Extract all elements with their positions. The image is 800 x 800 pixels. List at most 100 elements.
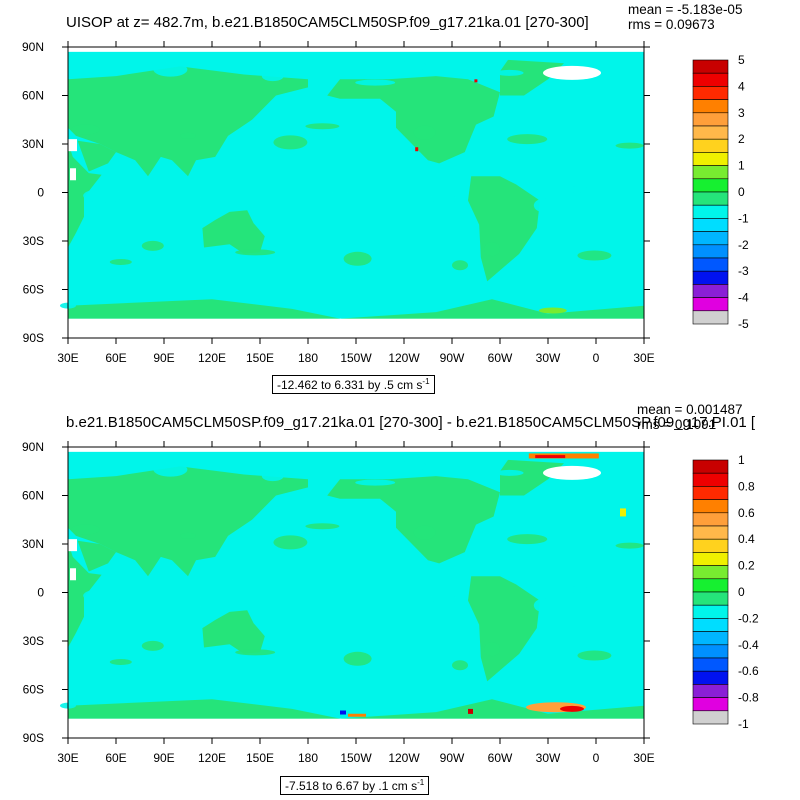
colorbar-box — [692, 499, 729, 514]
y-tick-label: 90S — [23, 331, 44, 345]
colorbar-label: -3 — [738, 264, 749, 278]
field-patch — [484, 642, 500, 657]
y-tick-label: 90S — [23, 731, 44, 745]
x-tick-label: 180 — [298, 751, 318, 765]
colorbar-box — [692, 578, 729, 593]
bottom-mean: mean = 0.001487 — [637, 402, 743, 417]
land-region — [468, 176, 540, 282]
colorbar-label: 5 — [738, 53, 745, 67]
field-patch — [387, 61, 428, 72]
y-tick-label: 90N — [22, 40, 44, 54]
field-patch — [261, 471, 284, 482]
y-tick-label: 0 — [37, 586, 44, 600]
colorbar-label: 0 — [738, 585, 745, 599]
colorbar-box — [692, 178, 729, 193]
anomaly-spot — [474, 79, 478, 83]
field-patch — [533, 198, 556, 213]
land-region — [77, 140, 116, 172]
field-patch — [413, 125, 436, 140]
x-tick-label: 60E — [105, 751, 126, 765]
bottom-plot-title: b.e21.B1850CAM5CLM50SP.f09_g17.21ka.01 [… — [66, 414, 756, 431]
field-patch — [71, 124, 100, 135]
x-tick-label: 120E — [198, 751, 226, 765]
colorbar-label: 0.2 — [738, 559, 755, 573]
y-tick-label: 0 — [37, 186, 44, 200]
land-region — [327, 76, 500, 164]
x-tick-label: 120W — [388, 751, 420, 765]
field-patch — [538, 307, 567, 314]
land-region — [500, 459, 564, 496]
colorbar-box — [692, 284, 729, 298]
x-tick-label: 60E — [105, 351, 126, 365]
x-tick-label: 90E — [153, 351, 174, 365]
field-patch — [533, 598, 556, 613]
x-tick-label: 60W — [488, 351, 513, 365]
top-units-exponent: -1 — [422, 377, 430, 386]
field-patch — [261, 71, 284, 82]
bottom-range-label: -7.518 to 6.67 by .1 cm s-1 — [280, 776, 430, 795]
colorbar-box — [692, 565, 729, 580]
bottom-units-exponent: -1 — [417, 778, 425, 787]
field-patch — [565, 186, 588, 193]
field-patch — [273, 135, 308, 150]
top-plot-title: UISOP at z= 482.7m, b.e21.B1850CAM5CLM50… — [66, 14, 589, 31]
land-region — [68, 466, 308, 577]
colorbar-box — [692, 231, 729, 246]
x-tick-label: 60W — [488, 751, 513, 765]
colorbar-label: 1 — [738, 159, 745, 173]
colorbar-label: 2 — [738, 132, 745, 146]
land-region — [327, 476, 500, 564]
field-patch — [109, 659, 132, 666]
field-patch — [153, 462, 188, 477]
colorbar-box — [692, 684, 729, 698]
field-patch — [452, 260, 468, 271]
field-patch — [577, 250, 612, 261]
x-tick-label: 0 — [593, 351, 600, 365]
field-patch — [387, 461, 428, 472]
anomaly-spot — [348, 713, 366, 717]
field-patch — [153, 62, 188, 77]
colorbar-label: 0.4 — [738, 532, 755, 546]
top-range-label: -12.462 to 6.331 by .5 cm s-1 — [272, 375, 435, 394]
field-patch — [191, 597, 220, 608]
colorbar-box — [692, 125, 729, 140]
field-patch — [507, 134, 548, 145]
missing-patch — [70, 568, 76, 581]
field-patch — [355, 79, 396, 86]
x-tick-label: 150W — [340, 351, 372, 365]
land-region — [68, 299, 644, 319]
field-patch — [141, 240, 164, 251]
x-tick-label: 90W — [440, 751, 465, 765]
x-tick-label: 30E — [633, 751, 654, 765]
field-patch — [223, 579, 252, 594]
colorbar-label: -2 — [738, 238, 749, 252]
field-patch — [565, 586, 588, 593]
y-tick-label: 60N — [22, 489, 44, 503]
field-patch — [235, 649, 276, 656]
colorbar-box — [692, 191, 729, 206]
y-tick-label: 30N — [22, 537, 44, 551]
colorbar-label: 0.6 — [738, 506, 755, 520]
colorbar-box — [692, 631, 729, 646]
colorbar-box — [692, 257, 729, 272]
field-patch — [452, 660, 468, 671]
colorbar-box — [692, 310, 729, 325]
x-tick-label: 30E — [633, 351, 654, 365]
field-patch — [332, 187, 348, 198]
x-tick-label: 120E — [198, 351, 226, 365]
field-patch — [507, 534, 548, 545]
x-tick-label: 120W — [388, 351, 420, 365]
colorbar-label: 0 — [738, 185, 745, 199]
colorbar-box — [692, 297, 729, 312]
colorbar-label: -1 — [738, 211, 749, 225]
colorbar-label: -1 — [738, 717, 749, 731]
colorbar-box — [692, 618, 729, 632]
top-rms: rms = 0.09673 — [628, 17, 715, 32]
field-patch — [615, 142, 644, 149]
anomaly-spot — [535, 455, 566, 459]
field-patch — [305, 123, 340, 130]
field-patch — [273, 535, 308, 550]
missing-patch — [68, 139, 77, 152]
colorbar-box — [692, 552, 729, 566]
land-region — [68, 699, 644, 719]
